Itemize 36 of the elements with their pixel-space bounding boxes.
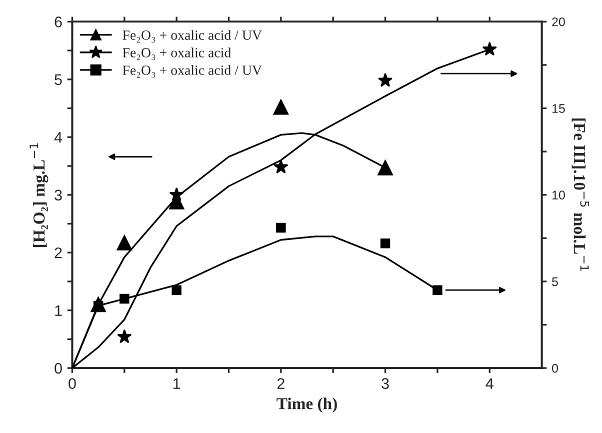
y-tick-label: 5 bbox=[54, 74, 62, 86]
legend-label: Fe₂O₃ + oxalic acid / UV bbox=[122, 30, 262, 43]
y2-tick-label: 20 bbox=[552, 17, 565, 26]
y-tick-label: 2 bbox=[54, 247, 62, 258]
x-axis-title: Time (h) bbox=[276, 398, 337, 413]
point bbox=[169, 187, 184, 202]
x-tick-label: 4 bbox=[486, 378, 494, 389]
legend-label: Fe₂O₃ + oxalic acid bbox=[122, 48, 231, 60]
point bbox=[116, 235, 132, 250]
point bbox=[378, 160, 393, 176]
point bbox=[273, 99, 289, 115]
point bbox=[172, 285, 182, 295]
y-axis-title: [H₂O₂] mg.L$^{−1}$ bbox=[30, 143, 48, 247]
point bbox=[276, 222, 286, 233]
y-tick-label: 4 bbox=[54, 132, 62, 143]
y2-tick-label: 15 bbox=[552, 104, 565, 113]
point bbox=[482, 42, 497, 56]
y-tick-label: 1 bbox=[55, 305, 62, 316]
legend-label: Fe₂O₃ + oxalic acid / UV bbox=[122, 65, 262, 78]
point bbox=[380, 238, 390, 248]
y2-tick-label: 5 bbox=[552, 277, 558, 286]
y-tick-label: 3 bbox=[54, 190, 62, 201]
y2-axis-title: [Fe III].10$^{−5}$ mol.L$^{−1}$ bbox=[572, 118, 589, 271]
point bbox=[432, 285, 442, 295]
x-tick-label: 0 bbox=[68, 378, 76, 389]
point bbox=[117, 329, 132, 344]
y-tick-label: 6 bbox=[54, 16, 62, 28]
y-tick-label: 0 bbox=[54, 362, 62, 374]
x-tick-label: 1 bbox=[174, 378, 180, 389]
y2-tick-label: 10 bbox=[552, 190, 565, 200]
point bbox=[120, 294, 130, 304]
y2-tick-label: 0 bbox=[552, 364, 558, 373]
x-tick-label: 3 bbox=[382, 378, 389, 389]
point bbox=[378, 72, 393, 87]
point bbox=[274, 160, 288, 174]
x-tick-label: 2 bbox=[277, 378, 284, 389]
